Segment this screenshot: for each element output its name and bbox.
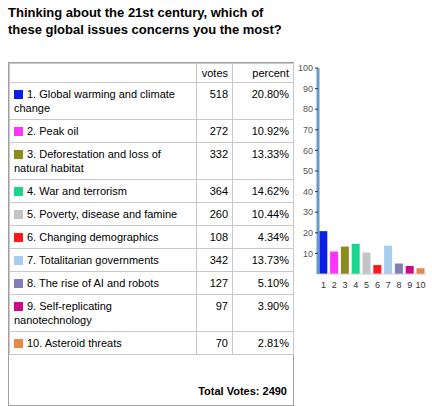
html-text:votes: votes — [201, 67, 228, 79]
svg-text:5: 5 — [364, 280, 369, 290]
html-text:4. War and terrorism: 4. War and terrorism — [27, 185, 127, 197]
svg-text:6: 6 — [375, 280, 380, 290]
html-text:342: 342 — [209, 254, 228, 266]
html-text:7. Totalitarian governments: 7. Totalitarian governments — [27, 254, 159, 266]
svg-text:30: 30 — [303, 207, 313, 217]
html-text:6. Changing demographics: 6. Changing demographics — [27, 231, 159, 243]
svg-text:10: 10 — [303, 249, 313, 259]
html-text:364: 364 — [209, 185, 228, 197]
svg-text:1: 1 — [321, 280, 326, 290]
svg-text:60: 60 — [303, 146, 313, 156]
html-text:20.80%: 20.80% — [251, 88, 289, 100]
svg-text:2: 2 — [332, 280, 337, 290]
html-text:3.90%: 3.90% — [257, 300, 289, 312]
html-text:4.34%: 4.34% — [257, 231, 289, 243]
svg-text:50: 50 — [303, 166, 313, 176]
html-text:260: 260 — [209, 208, 228, 220]
html-text:127: 127 — [209, 277, 228, 289]
html-text:5. Poverty, disease and famine: 5. Poverty, disease and famine — [27, 208, 178, 220]
html-text:2.81%: 2.81% — [257, 337, 289, 349]
svg-text:20: 20 — [303, 228, 313, 238]
html-text:14.62%: 14.62% — [251, 185, 289, 197]
html-text:97: 97 — [215, 300, 228, 312]
html-text:Thinking about the 21st centur: Thinking about the 21st century, which o… — [8, 5, 282, 37]
svg-text:3: 3 — [342, 280, 347, 290]
html-text:13.33%: 13.33% — [251, 148, 289, 160]
html-text:3. Deforestation and loss of n: 3. Deforestation and loss of natural hab… — [14, 148, 161, 174]
html-text:5.10%: 5.10% — [257, 277, 289, 289]
svg-text:90: 90 — [303, 84, 313, 94]
svg-text:7: 7 — [386, 280, 391, 290]
html-text:272: 272 — [209, 125, 228, 137]
html-text:70: 70 — [215, 337, 228, 349]
svg-text:8: 8 — [396, 280, 401, 290]
html-text:332: 332 — [209, 148, 228, 160]
html-text:Total Votes: 2490: Total Votes: 2490 — [198, 385, 287, 397]
svg-text:80: 80 — [303, 104, 313, 114]
html-text:8. The rise of AI and robots: 8. The rise of AI and robots — [27, 277, 159, 289]
html-text:10.44%: 10.44% — [251, 208, 289, 220]
html-text:2. Peak oil: 2. Peak oil — [27, 125, 79, 137]
svg-text:9: 9 — [407, 280, 412, 290]
html-text:1. Global warming and climate: 1. Global warming and climate change — [14, 88, 175, 114]
svg-text:100: 100 — [298, 63, 313, 73]
html-text:percent: percent — [252, 67, 289, 79]
html-text:108: 108 — [209, 231, 228, 243]
svg-text:4: 4 — [353, 280, 358, 290]
svg-text:10: 10 — [416, 280, 424, 290]
html-text:10.92%: 10.92% — [251, 125, 289, 137]
html-text:10. Asteroid threats: 10. Asteroid threats — [27, 337, 122, 349]
html-text:518: 518 — [209, 88, 228, 100]
svg-text:70: 70 — [303, 125, 313, 135]
html-text:9. Self-replicating nanotechno: 9. Self-replicating nanotechnology — [14, 300, 112, 326]
svg-text:40: 40 — [303, 187, 313, 197]
html-text:13.73%: 13.73% — [251, 254, 289, 266]
